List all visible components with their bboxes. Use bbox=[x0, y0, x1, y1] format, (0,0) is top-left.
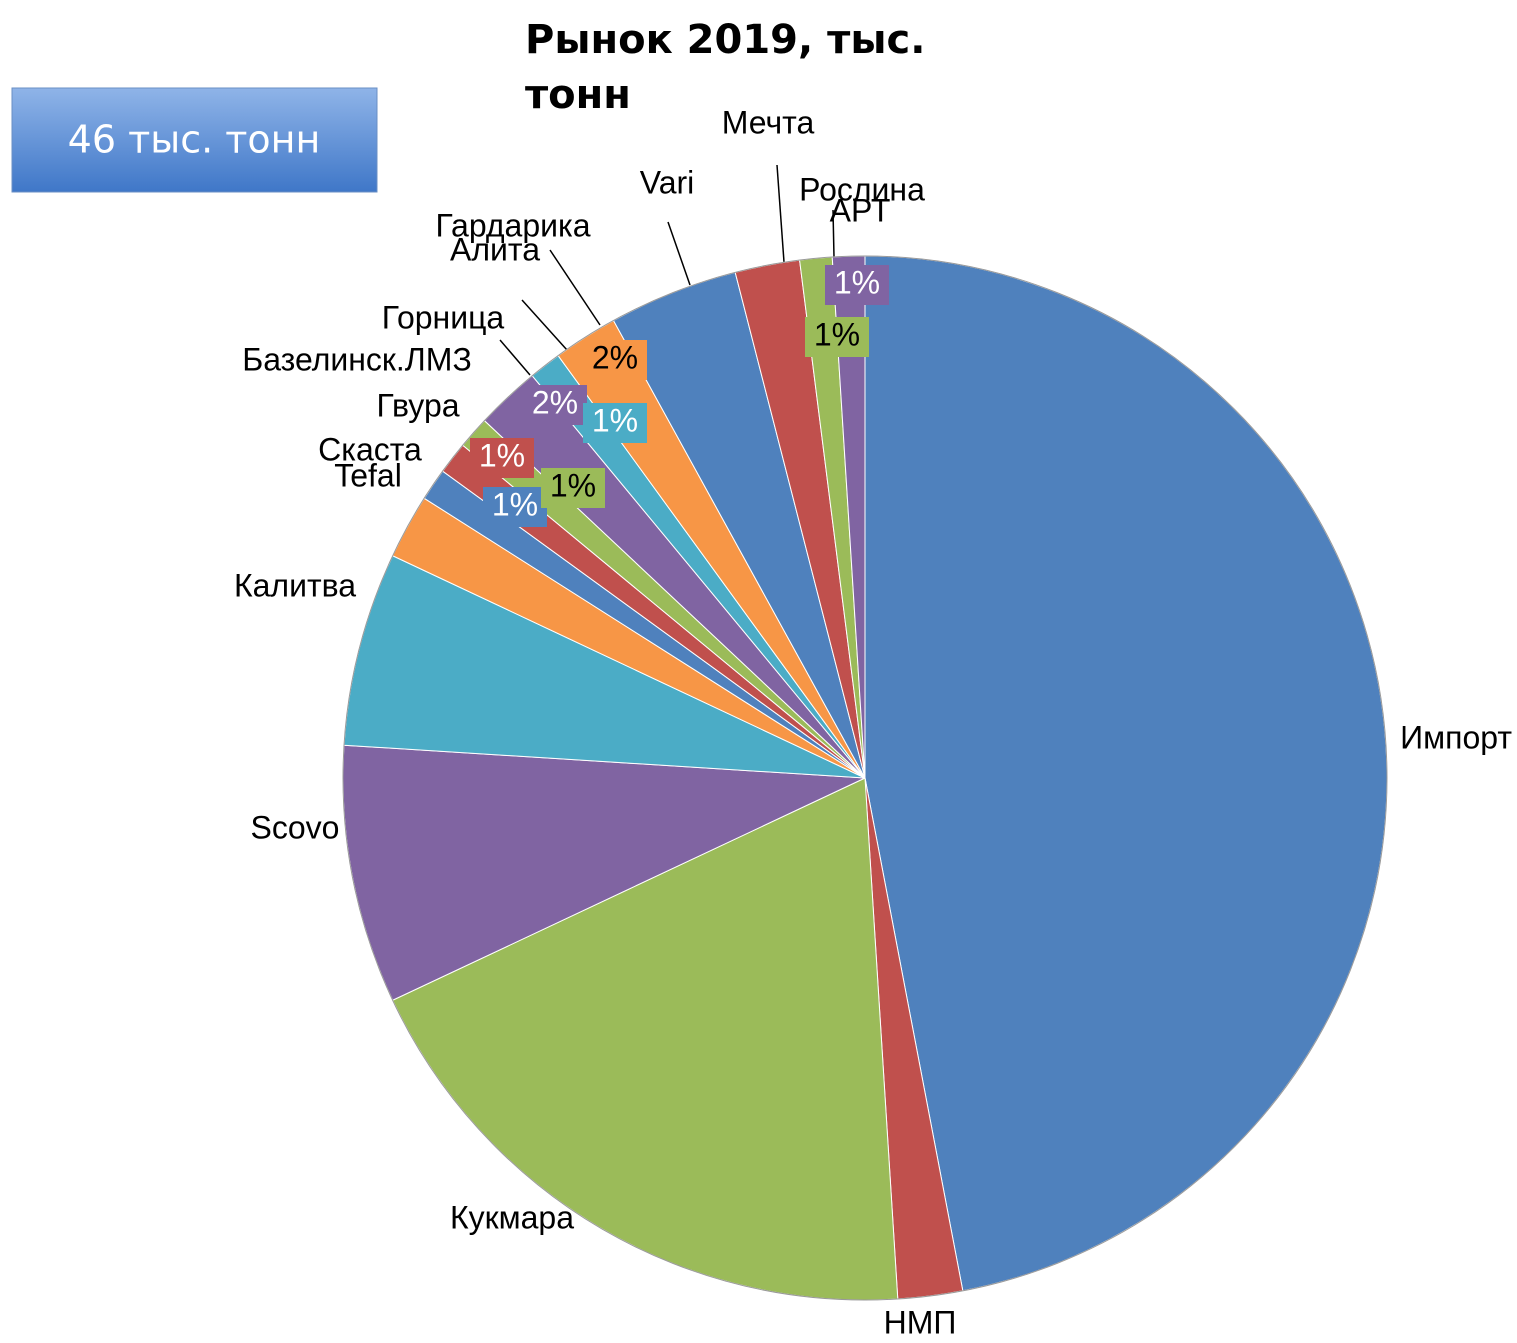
value-label: 1% bbox=[834, 264, 880, 300]
slice-label: АРТ bbox=[830, 192, 891, 228]
value-label-bg bbox=[470, 438, 534, 478]
value-label-bg bbox=[523, 385, 587, 425]
slice-label: Кукмара bbox=[450, 1199, 574, 1235]
value-label-bg bbox=[583, 340, 647, 380]
slice-label: Scovo bbox=[251, 809, 340, 845]
value-label: 1% bbox=[814, 316, 860, 352]
chart-title: Рынок 2019, тыс. bbox=[525, 17, 925, 63]
slice-label: Мечта bbox=[722, 104, 815, 140]
slice-label: НМП bbox=[884, 1304, 957, 1340]
value-label: 2% bbox=[592, 339, 638, 375]
value-label-bg bbox=[805, 317, 869, 357]
slice-label: Калитва bbox=[234, 567, 356, 603]
slice-label: Гардарика bbox=[435, 207, 590, 243]
slice-label: Базелинск.ЛМЗ bbox=[242, 341, 472, 377]
pie-slice bbox=[864, 255, 1388, 1292]
value-label-bg bbox=[583, 403, 647, 443]
value-label-bg bbox=[483, 487, 547, 527]
slice-label: Vari bbox=[640, 164, 695, 200]
value-label: 1% bbox=[479, 437, 525, 473]
slice-label: Гвура bbox=[376, 387, 459, 423]
annotation: 46 тыс. тонн bbox=[68, 118, 321, 162]
slice-label: Горница bbox=[382, 299, 505, 335]
chart-title: тонн bbox=[525, 72, 631, 118]
slice-label: Tefal bbox=[334, 457, 402, 493]
slice-label: Рослина bbox=[799, 171, 925, 207]
value-label: 1% bbox=[592, 402, 638, 438]
slice-label: Скаста bbox=[318, 431, 422, 467]
value-label-bg bbox=[541, 468, 605, 508]
pie-outline bbox=[342, 255, 1388, 1301]
slice-label: Алита bbox=[450, 231, 540, 267]
slice-label: Импорт bbox=[1400, 719, 1512, 755]
value-label: 2% bbox=[532, 384, 578, 420]
value-label: 1% bbox=[550, 467, 596, 503]
annotation-box bbox=[11, 87, 378, 193]
value-label: 1% bbox=[492, 486, 538, 522]
leader-lines bbox=[499, 164, 835, 376]
value-label-bg bbox=[825, 265, 889, 305]
